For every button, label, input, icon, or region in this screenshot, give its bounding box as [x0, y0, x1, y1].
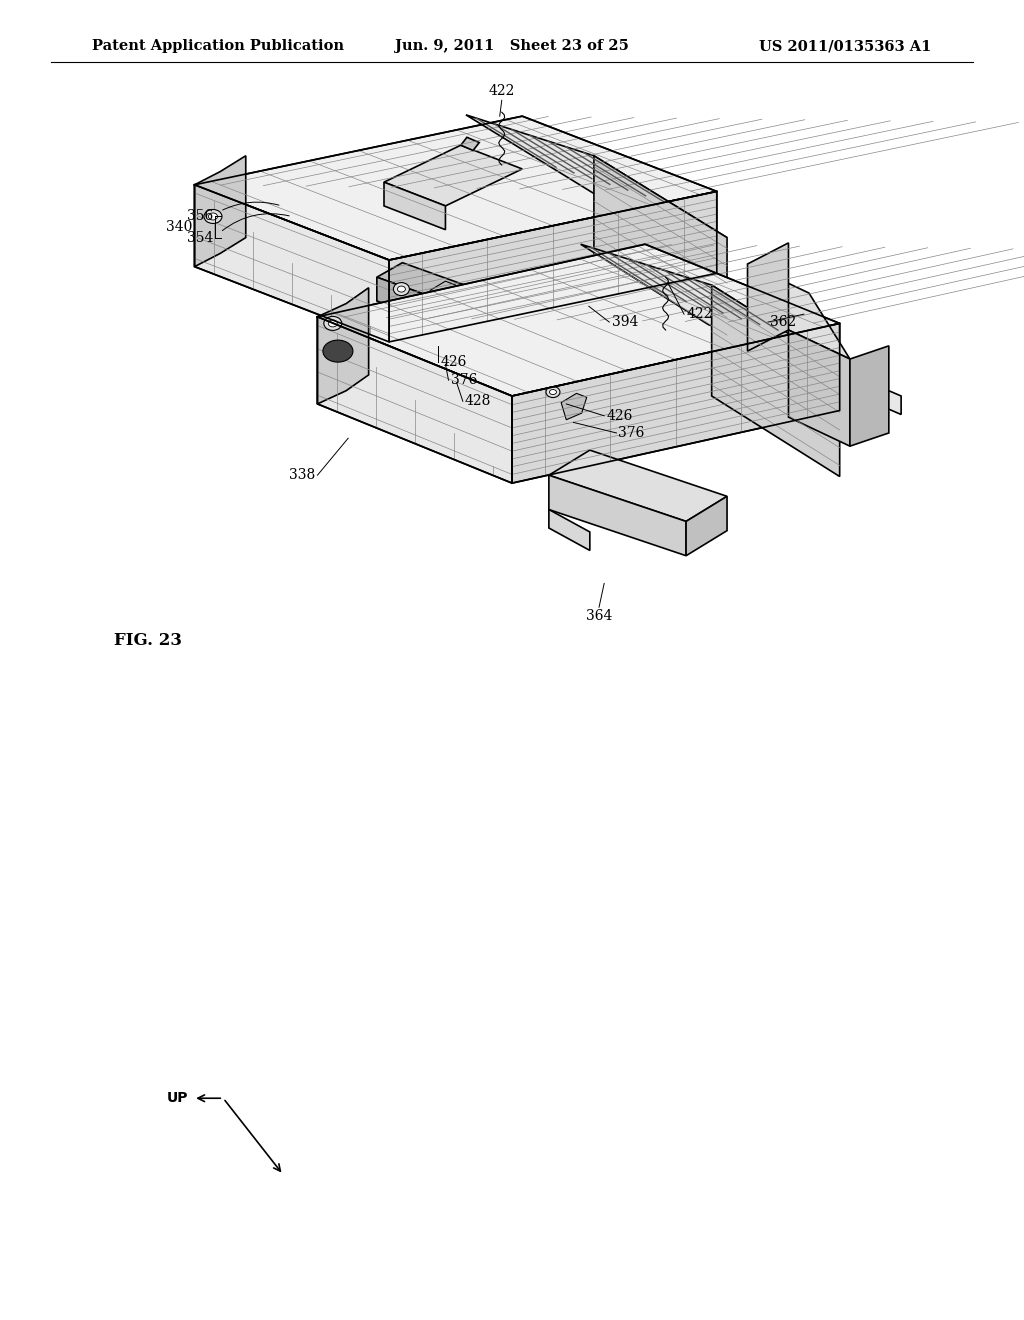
Text: FIG. 23: FIG. 23 [115, 632, 182, 648]
Ellipse shape [323, 341, 353, 362]
Text: 362: 362 [770, 315, 797, 329]
Ellipse shape [546, 387, 560, 397]
Text: 426: 426 [606, 409, 633, 422]
Text: 354: 354 [186, 231, 213, 244]
Ellipse shape [204, 210, 222, 223]
Polygon shape [195, 156, 246, 267]
Polygon shape [195, 116, 717, 260]
Polygon shape [561, 393, 587, 420]
Polygon shape [384, 145, 522, 206]
Ellipse shape [324, 317, 342, 330]
Text: 376: 376 [618, 426, 645, 440]
Polygon shape [748, 243, 788, 351]
Text: 340: 340 [166, 220, 193, 234]
Polygon shape [317, 288, 369, 404]
Polygon shape [461, 137, 479, 150]
Polygon shape [549, 450, 727, 521]
Polygon shape [377, 277, 476, 337]
Polygon shape [748, 264, 850, 359]
Text: Patent Application Publication: Patent Application Publication [92, 40, 344, 53]
Text: Jun. 9, 2011   Sheet 23 of 25: Jun. 9, 2011 Sheet 23 of 25 [395, 40, 629, 53]
Polygon shape [377, 263, 502, 313]
Text: 426: 426 [440, 355, 467, 368]
Polygon shape [581, 244, 840, 366]
Text: 356: 356 [186, 210, 213, 223]
Polygon shape [317, 244, 840, 396]
Text: US 2011/0135363 A1: US 2011/0135363 A1 [760, 40, 932, 53]
Text: 394: 394 [612, 315, 639, 329]
Ellipse shape [550, 389, 556, 395]
Text: 428: 428 [465, 395, 492, 408]
Polygon shape [594, 156, 727, 346]
Polygon shape [712, 285, 840, 477]
Polygon shape [384, 182, 445, 230]
Text: 364: 364 [586, 610, 612, 623]
Text: 422: 422 [488, 83, 515, 98]
Polygon shape [389, 191, 717, 342]
Polygon shape [195, 185, 389, 342]
Polygon shape [466, 115, 727, 238]
Ellipse shape [209, 213, 217, 220]
Polygon shape [512, 323, 840, 483]
Polygon shape [549, 510, 590, 550]
Polygon shape [850, 346, 889, 446]
Ellipse shape [393, 282, 410, 296]
Text: 422: 422 [686, 308, 713, 321]
Ellipse shape [397, 286, 406, 292]
Polygon shape [788, 330, 850, 446]
Polygon shape [317, 317, 512, 483]
Text: UP: UP [167, 1092, 188, 1105]
Ellipse shape [329, 319, 337, 327]
Polygon shape [889, 391, 901, 414]
Polygon shape [549, 475, 686, 556]
Text: 338: 338 [289, 469, 315, 482]
Polygon shape [686, 496, 727, 556]
Text: 376: 376 [451, 374, 477, 387]
Polygon shape [430, 281, 456, 306]
